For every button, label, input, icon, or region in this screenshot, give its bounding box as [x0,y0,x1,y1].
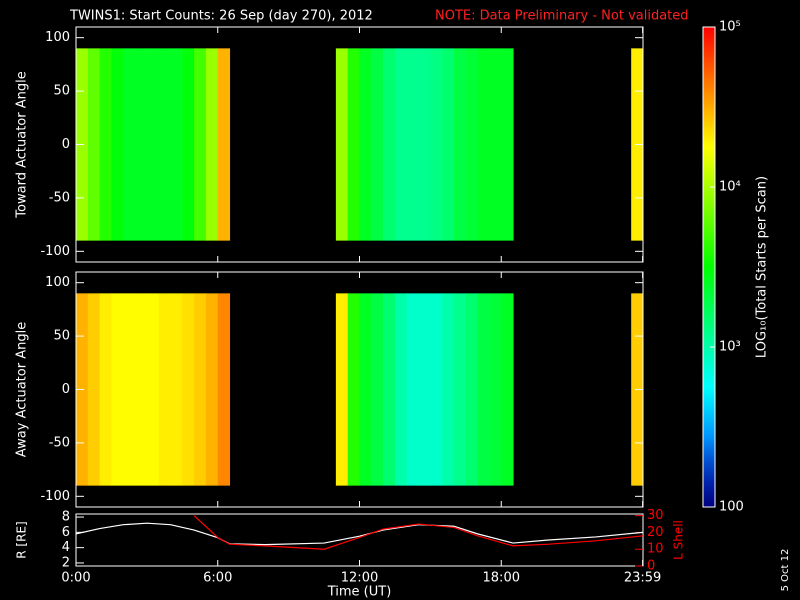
colorbar-tick-label: 10³ [719,340,741,355]
heat-cell [194,293,207,486]
panel-frame [75,513,644,567]
heat-cell [406,48,420,241]
heat-cell [477,48,490,241]
footer-date: 5 Oct 12 [780,549,791,592]
y-tick-label: -50 [49,435,70,450]
x-axis-label: Time (UT) [327,585,392,600]
y-tick-label: 4 [62,540,70,555]
x-tick-label: 0:00 [61,571,90,586]
heat-cell [465,293,479,486]
heat-cell [442,293,455,486]
chart-title: TWINS1: Start Counts: 26 Sep (day 270), … [69,9,373,24]
heat-cell [146,293,160,486]
y-tick-label: -50 [49,190,70,205]
heat-cell [371,48,384,241]
heat-cell [335,293,349,486]
heat-cell [194,48,207,241]
heat-cell [99,293,112,486]
orbit-line [75,522,644,546]
x-tick-label: 12:00 [341,571,378,586]
heat-cell [182,293,195,486]
heat-cell [501,48,514,241]
heat-cell [383,293,396,486]
y-tick-label: 2 [62,555,70,570]
y2-tick-label: 20 [647,525,664,540]
note: NOTE: Data Preliminary - Not validated [435,9,689,24]
y-tick-label: 50 [53,84,70,99]
heat-cell [158,293,171,486]
orbit-line [193,515,644,550]
heat-cell [406,293,420,486]
heat-cell [87,293,101,486]
x-tick-label: 18:00 [483,571,520,586]
colorbar-label: LOG₁₀(Total Starts per Scan) [755,176,770,358]
y-tick-label: 100 [45,275,70,290]
heat-cell [335,48,349,241]
heat-cell [170,48,183,241]
heat-cell [359,48,372,241]
heat-cell [135,293,148,486]
heat-cell [454,48,467,241]
heat-cell [99,48,112,241]
x-tick-label: 23:59 [624,571,661,586]
heat-cell [442,48,455,241]
y2-tick-label: 10 [647,542,664,557]
heat-cell [111,48,124,241]
heat-cell [489,293,502,486]
y2-tick-label: 0 [647,559,655,574]
y-axis-label: Away Actuator Angle [15,322,30,457]
y2-tick-label: 30 [647,508,664,523]
heat-cell [111,293,124,486]
heat-cell [383,48,396,241]
heat-cell [217,48,231,241]
y-tick-label: -100 [40,244,70,259]
heat-cell [371,293,384,486]
heat-cell [418,48,431,241]
heat-cell [217,293,231,486]
y-tick-label: 0 [62,382,70,397]
y-axis-label: R [RE] [15,521,29,558]
heat-cell [394,48,408,241]
heat-cell [501,293,514,486]
heat-cell [205,48,219,241]
heat-cell [182,48,195,241]
y-tick-label: 50 [53,329,70,344]
heat-cell [146,48,160,241]
heat-cell [477,293,490,486]
heat-cell [87,48,101,241]
y2-axis-label: L Shell [672,520,686,560]
y-axis-label: Toward Actuator Angle [15,71,30,218]
heat-cell [418,293,431,486]
heat-cell [430,293,443,486]
heat-cell [135,48,148,241]
y-tick-label: 6 [62,525,70,540]
heat-cell [430,48,443,241]
heat-cell [489,48,502,241]
heat-cell [170,293,183,486]
heat-cell [347,293,360,486]
heat-cell [394,293,408,486]
x-tick-label: 6:00 [203,571,232,586]
heat-cell [454,293,467,486]
y-tick-label: -100 [40,489,70,504]
heat-cell [123,48,136,241]
colorbar-tick-label: 100 [719,500,744,515]
y-tick-label: 100 [45,30,70,45]
heat-cell [123,293,136,486]
heat-cell [347,48,360,241]
heat-cell [465,48,479,241]
colorbar-tick-label: 10⁵ [719,20,741,35]
y-tick-label: 8 [62,510,70,525]
colorbar [702,26,716,508]
heat-cell [205,293,219,486]
heat-cell [158,48,171,241]
colorbar-tick-label: 10⁴ [719,180,741,195]
heat-cell [359,293,372,486]
y-tick-label: 0 [62,137,70,152]
